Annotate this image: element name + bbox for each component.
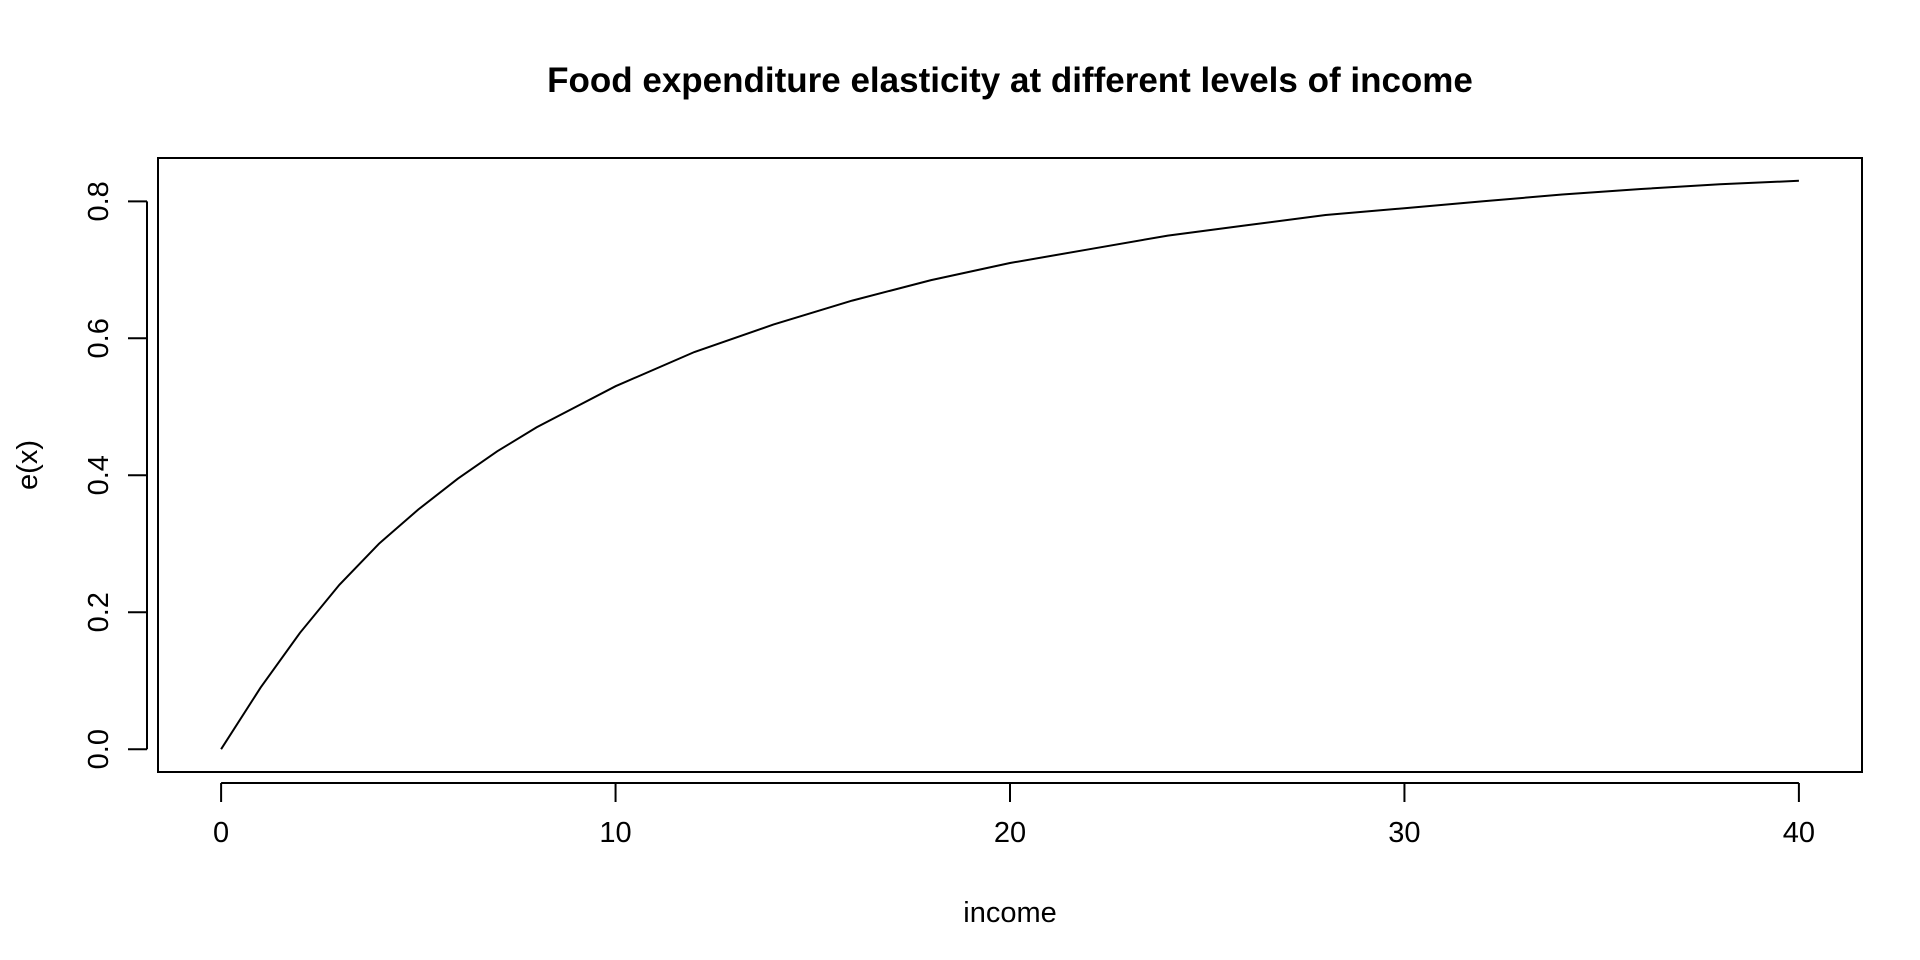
y-axis: 0.0 0.2 0.4 0.6 0.8 [83,181,148,769]
series-layer [220,179,1799,750]
plot-area-border [157,157,1863,773]
y-tick-label: 0.8 [83,181,115,221]
x-tick-label: 0 [213,817,229,849]
x-axis-label: income [963,897,1057,929]
x-tick-label: 40 [1783,817,1815,849]
chart-title: Food expenditure elasticity at different… [547,61,1473,100]
x-tick-label: 30 [1388,817,1420,849]
y-axis-label: e(x) [12,440,44,490]
x-tick-label: 20 [994,817,1026,849]
y-tick-label: 0.6 [83,318,115,358]
y-tick-label: 0.4 [83,455,115,495]
series-line-0 [220,179,1799,750]
y-tick-label: 0.2 [83,592,115,632]
x-tick-label: 10 [599,817,631,849]
x-axis: 0 10 20 30 40 [213,782,1815,849]
y-tick-label: 0.0 [83,729,115,769]
